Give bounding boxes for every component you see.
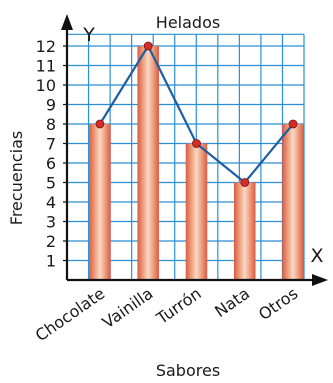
bar-vainilla xyxy=(137,46,159,280)
y-axis-title: Frecuencias xyxy=(7,131,26,225)
point-vainilla xyxy=(143,41,153,51)
y-tick-label: 2 xyxy=(46,232,56,251)
y-tick-label: 6 xyxy=(46,154,56,173)
x-category-label: Nata xyxy=(211,284,253,321)
bars xyxy=(89,46,304,280)
y-tick-label: 12 xyxy=(36,37,56,56)
bar-otros xyxy=(282,124,304,280)
x-category-label: Otros xyxy=(255,284,301,324)
point-otros xyxy=(288,119,298,129)
y-axis-letter: Y xyxy=(82,24,95,46)
point-nata xyxy=(240,178,250,187)
point-turrón xyxy=(192,139,201,148)
y-tick-label: 5 xyxy=(46,174,56,193)
chart-title: Helados xyxy=(156,13,220,32)
bar-nata xyxy=(233,182,256,280)
y-tick-label: 7 xyxy=(46,135,56,154)
y-tick-label: 10 xyxy=(36,76,56,95)
bar-chocolate xyxy=(89,124,111,280)
x-axis-title: Sabores xyxy=(156,361,220,380)
y-axis-arrow xyxy=(61,14,73,30)
line-points xyxy=(95,41,298,187)
x-category-label: Turrón xyxy=(152,284,205,329)
x-axis-arrow xyxy=(312,274,328,286)
point-chocolate xyxy=(95,119,105,129)
x-category-label: Vainilla xyxy=(99,284,157,332)
y-tick-label: 11 xyxy=(36,57,56,76)
bar-turrón xyxy=(185,143,208,280)
y-tick-label: 3 xyxy=(46,213,56,232)
y-tick-label: 8 xyxy=(46,115,56,134)
y-tick-label: 4 xyxy=(46,193,56,212)
x-axis-letter: X xyxy=(310,245,323,267)
x-category-label: Chocolate xyxy=(32,284,108,345)
y-tick-label: 1 xyxy=(46,252,56,271)
y-tick-label: 9 xyxy=(46,96,56,115)
